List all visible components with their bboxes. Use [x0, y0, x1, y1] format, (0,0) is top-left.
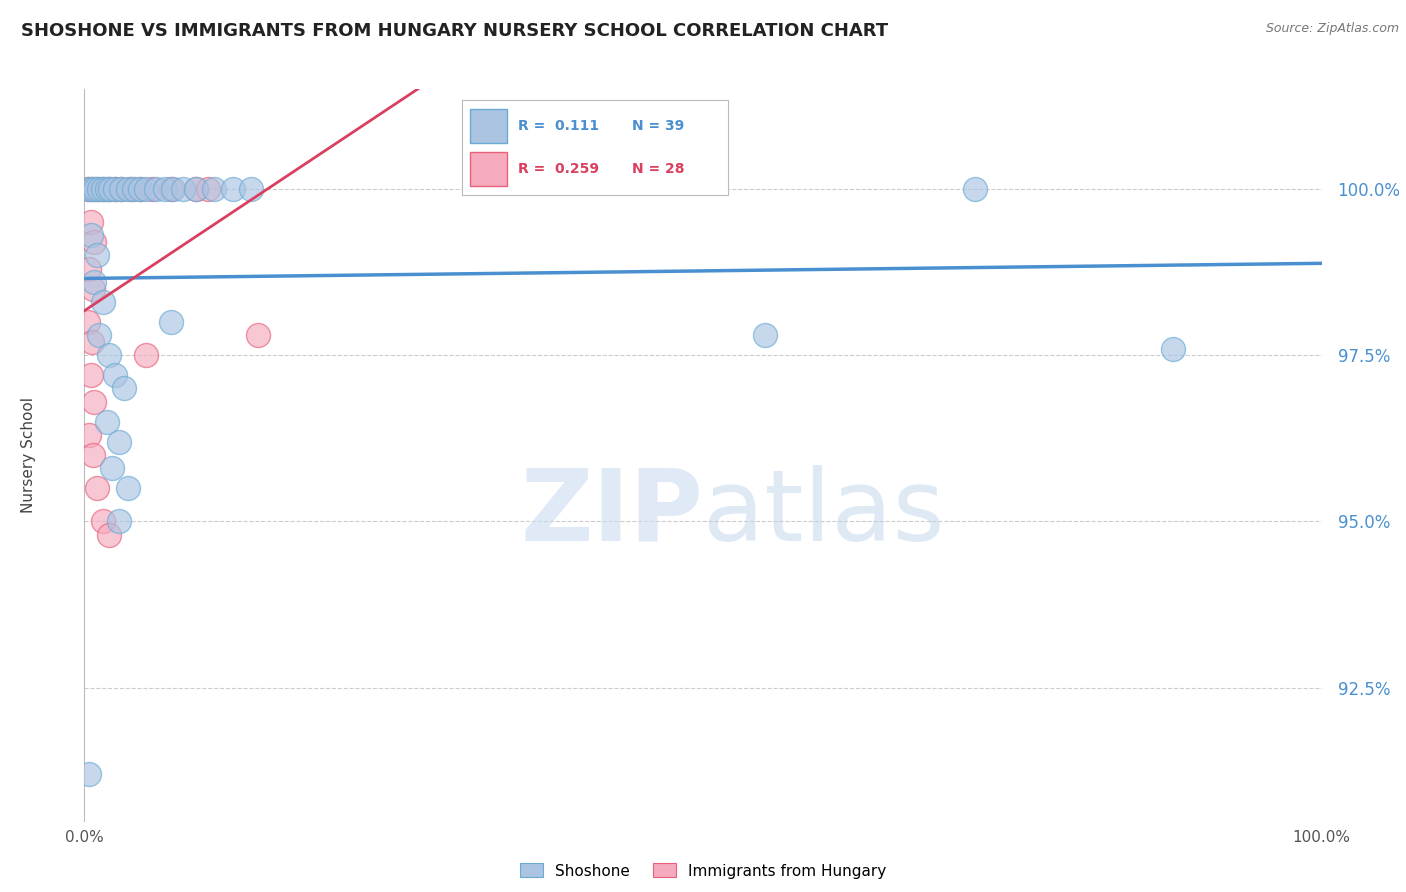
Point	[80, 182, 103, 196]
Point	[82, 448, 104, 462]
Point	[965, 182, 987, 196]
Point	[160, 182, 183, 196]
Point	[162, 182, 184, 196]
Point	[83, 235, 105, 249]
Point	[129, 182, 152, 196]
Point	[110, 182, 132, 196]
Point	[120, 182, 142, 196]
Point	[79, 368, 101, 383]
Text: ZIP: ZIP	[520, 465, 703, 562]
Point	[86, 182, 108, 196]
Point	[77, 315, 100, 329]
Point	[197, 182, 219, 196]
Point	[104, 182, 127, 196]
Point	[98, 527, 121, 541]
Point	[129, 182, 152, 196]
Point	[122, 182, 145, 196]
Point	[79, 215, 101, 229]
Point	[91, 182, 114, 196]
Point	[246, 328, 269, 343]
Point	[89, 328, 111, 343]
Point	[202, 182, 225, 196]
Point	[98, 348, 121, 362]
Point	[112, 381, 135, 395]
Legend: Shoshone, Immigrants from Hungary: Shoshone, Immigrants from Hungary	[512, 855, 894, 886]
Point	[82, 282, 104, 296]
Point	[110, 182, 132, 196]
Point	[96, 182, 118, 196]
Point	[96, 415, 118, 429]
Point	[160, 315, 183, 329]
Text: SHOSHONE VS IMMIGRANTS FROM HUNGARY NURSERY SCHOOL CORRELATION CHART: SHOSHONE VS IMMIGRANTS FROM HUNGARY NURS…	[21, 22, 889, 40]
Point	[135, 182, 157, 196]
Point	[84, 182, 107, 196]
Point	[184, 182, 207, 196]
Point	[80, 334, 103, 349]
Point	[141, 182, 163, 196]
Point	[79, 228, 101, 243]
Point	[153, 182, 176, 196]
Point	[89, 182, 111, 196]
Point	[80, 182, 103, 196]
Point	[79, 261, 101, 276]
Point	[77, 182, 100, 196]
Point	[83, 394, 105, 409]
Point	[86, 248, 108, 262]
Point	[240, 182, 263, 196]
Point	[117, 182, 139, 196]
Point	[108, 515, 131, 529]
Point	[184, 182, 207, 196]
Point	[98, 182, 121, 196]
Point	[172, 182, 194, 196]
Point	[104, 182, 127, 196]
Point	[108, 434, 131, 449]
Point	[145, 182, 167, 196]
Y-axis label: Nursery School: Nursery School	[21, 397, 35, 513]
Point	[117, 481, 139, 495]
Point	[98, 182, 121, 196]
Point	[77, 182, 100, 196]
Point	[222, 182, 245, 196]
Point	[83, 275, 105, 289]
Text: Source: ZipAtlas.com: Source: ZipAtlas.com	[1265, 22, 1399, 36]
Point	[754, 328, 776, 343]
Point	[79, 767, 101, 781]
Text: atlas: atlas	[703, 465, 945, 562]
Point	[135, 348, 157, 362]
Point	[91, 295, 114, 310]
Point	[86, 481, 108, 495]
Point	[100, 461, 122, 475]
Point	[1161, 342, 1184, 356]
Point	[104, 368, 127, 383]
Point	[91, 515, 114, 529]
Point	[91, 182, 114, 196]
Point	[79, 428, 101, 442]
